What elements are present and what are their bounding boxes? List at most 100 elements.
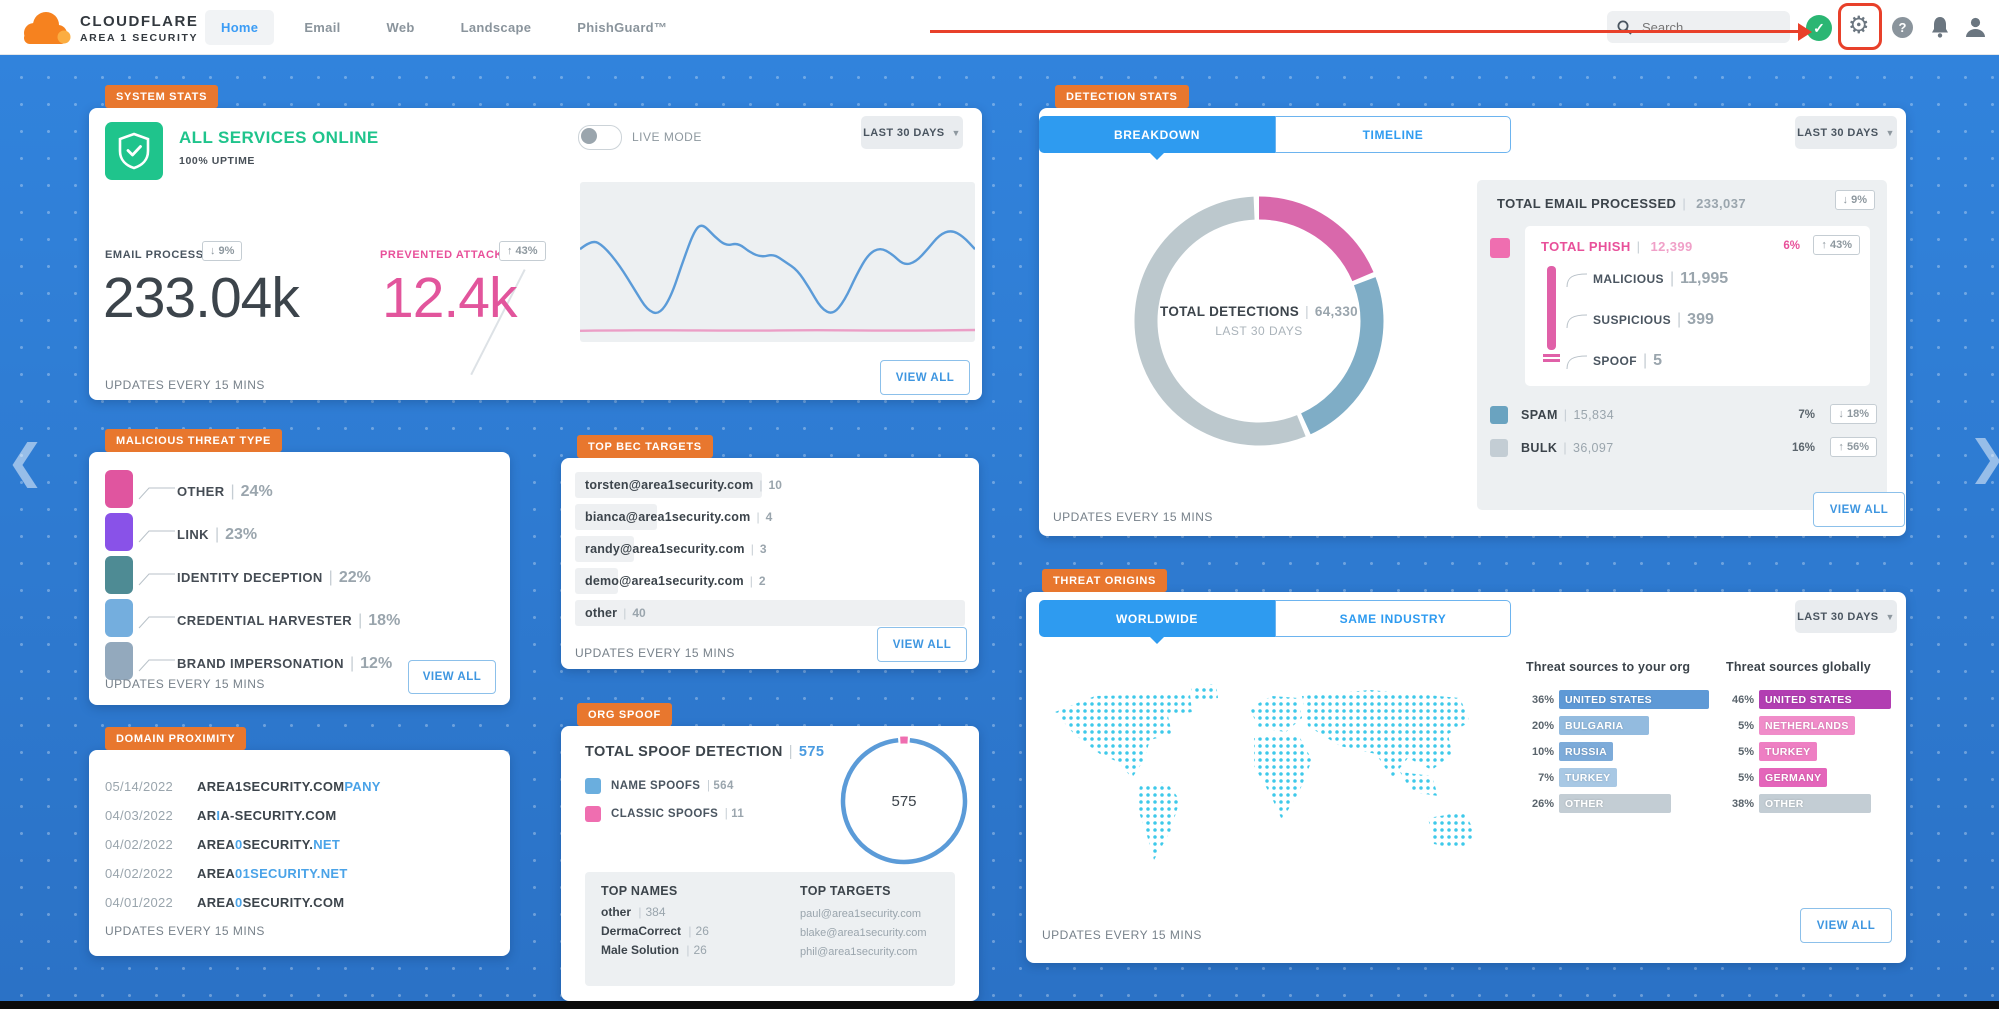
- prevented-attacks-label: PREVENTED ATTACKS: [380, 249, 512, 261]
- top-target-row: phil@area1security.com: [800, 946, 918, 958]
- origin-row: 7% TURKEY: [1522, 768, 1709, 787]
- email-processed-value: 233.04k: [103, 266, 300, 330]
- global-sources-rows: 46% UNITED STATES 5% NETHERLANDS 5% TURKEY 5% G…: [1722, 690, 1891, 813]
- world-dot-map: [1055, 684, 1476, 860]
- threat-origins-card: THREAT ORIGINS WORLDWIDE SAME INDUSTRY LA…: [1026, 569, 1906, 963]
- threat-origins-range-dropdown[interactable]: LAST 30 DAYS ▼: [1795, 600, 1897, 633]
- carousel-left-icon[interactable]: ❮: [6, 434, 45, 488]
- brand-name: CLOUDFLARE: [80, 13, 199, 30]
- top-targets-col: TOP TARGETS paul@area1security.com blake@…: [800, 884, 950, 965]
- services-status: ALL SERVICES ONLINE: [179, 128, 379, 147]
- top-target-row: paul@area1security.com: [800, 908, 922, 920]
- nav-items: Home Email Web Landscape PhishGuard™: [205, 0, 683, 54]
- bec-target-rows: torsten@area1security.com | 10 bianca@area1…: [575, 472, 965, 632]
- org-spoof-legend-row: CLASSIC SPOOFS | 11: [585, 806, 744, 822]
- bec-targets-card: TOP BEC TARGETS torsten@area1security.co…: [561, 435, 979, 669]
- org-spoof-detail-panel: TOP NAMES other | 384 DermaCorrect | 26 Male…: [585, 872, 955, 986]
- total-phish-swatch: [1490, 238, 1510, 258]
- live-mode-label: LIVE MODE: [632, 130, 702, 144]
- nav-item-home[interactable]: Home: [205, 9, 275, 45]
- annotation-arrow-line: [930, 30, 1802, 33]
- total-phish-delta-badge: ↑ 43%: [1813, 235, 1860, 255]
- bec-target-row: randy@area1security.com | 3: [575, 536, 965, 562]
- tab-same-industry[interactable]: SAME INDUSTRY: [1275, 600, 1511, 637]
- system-view-all-button[interactable]: VIEW ALL: [880, 360, 970, 395]
- phish-mini-dash: [1543, 354, 1560, 357]
- origin-row: 10% RUSSIA: [1522, 742, 1709, 761]
- nav-item-landscape[interactable]: Landscape: [460, 19, 532, 35]
- help-icon[interactable]: ?: [1892, 17, 1913, 38]
- nav-item-web[interactable]: Web: [386, 19, 415, 35]
- global-sources-header: Threat sources globally: [1726, 660, 1871, 674]
- threat-type-swatch: [105, 470, 133, 508]
- top-name-row: Male Solution | 26: [601, 943, 707, 957]
- threat-type-updates-note: UPDATES EVERY 15 MINS: [105, 677, 265, 691]
- email-processed-label: EMAIL PROCESSED: [105, 249, 221, 261]
- origin-row: 5% NETHERLANDS: [1722, 716, 1891, 735]
- org-spoof-card: ORG SPOOF TOTAL SPOOF DETECTION | 575 NAME…: [561, 703, 979, 1001]
- carousel-right-icon[interactable]: ❯: [1968, 430, 1999, 484]
- phish-subrow: MALICIOUS | 11,995: [1565, 258, 1728, 299]
- domain-row: 04/02/2022 AREA0SECURITY.NET: [105, 837, 341, 852]
- detection-range-dropdown[interactable]: LAST 30 DAYS ▼: [1795, 116, 1897, 149]
- threat-type-swatch: [105, 556, 133, 594]
- threat-type-view-all-button[interactable]: VIEW ALL: [408, 660, 496, 694]
- org-spoof-tag: ORG SPOOF: [577, 703, 672, 726]
- top-targets-header: TOP TARGETS: [800, 884, 891, 898]
- top-names-col: TOP NAMES other | 384 DermaCorrect | 26 Male…: [601, 884, 801, 962]
- system-stats-card: SYSTEM STATS ALL SERVICES ONLINE 100% UP…: [89, 85, 982, 400]
- detections-donut-center: TOTAL DETECTIONS | 64,330 LAST 30 DAYS: [1160, 304, 1358, 338]
- threat-type-tag: MALICIOUS THREAT TYPE: [105, 429, 283, 452]
- shield-check-icon: [105, 122, 163, 180]
- origin-row: 46% UNITED STATES: [1722, 690, 1891, 709]
- nav-item-phishguard[interactable]: PhishGuard™: [577, 19, 668, 35]
- system-range-dropdown[interactable]: LAST 30 DAYS ▼: [861, 116, 963, 149]
- org-sources-header: Threat sources to your org: [1526, 660, 1691, 674]
- prevented-attacks-delta-badge: ↑ 43%: [499, 241, 546, 261]
- bec-view-all-button[interactable]: VIEW ALL: [877, 627, 967, 662]
- threat-origins-tag: THREAT ORIGINS: [1042, 569, 1168, 592]
- gear-icon[interactable]: ⚙: [1848, 12, 1870, 39]
- domain-proximity-tag: DOMAIN PROXIMITY: [105, 727, 247, 750]
- org-spoof-legend: NAME SPOOFS | 564 CLASSIC SPOOFS | 11: [585, 778, 744, 834]
- live-mode-toggle[interactable]: [578, 125, 622, 150]
- origin-row: 20% BULGARIA: [1522, 716, 1709, 735]
- top-targets-rows: paul@area1security.com blake@area1securit…: [800, 905, 950, 958]
- system-stats-tag: SYSTEM STATS: [105, 85, 219, 108]
- bell-icon[interactable]: [1930, 16, 1950, 38]
- threat-type-swatch: [105, 599, 133, 637]
- tab-timeline[interactable]: TIMELINE: [1275, 116, 1511, 153]
- bec-targets-tag: TOP BEC TARGETS: [577, 435, 713, 458]
- user-avatar-icon[interactable]: [1964, 15, 1987, 38]
- total-email-delta-badge: ↓ 9%: [1834, 190, 1875, 210]
- brand-subtitle: AREA 1 SECURITY: [80, 32, 199, 44]
- total-phish-pct: 6%: [1783, 240, 1800, 252]
- system-updates-note: UPDATES EVERY 15 MINS: [105, 378, 265, 392]
- threat-type-card: MALICIOUS THREAT TYPE OTHER | 24% LINK | 23%…: [89, 429, 510, 705]
- phish-mini-dash: [1543, 359, 1560, 362]
- top-name-row: other | 384: [601, 905, 666, 919]
- threat-origins-updates-note: UPDATES EVERY 15 MINS: [1042, 928, 1202, 942]
- search-box[interactable]: [1607, 11, 1790, 43]
- total-phish-panel: TOTAL PHISH | 12,399 6% ↑ 43% MALICIOUS | 1…: [1525, 226, 1870, 386]
- annotation-highlight-box: [1838, 3, 1882, 50]
- threat-origins-view-all-button[interactable]: VIEW ALL: [1800, 908, 1892, 943]
- origin-row: 5% GERMANY: [1722, 768, 1891, 787]
- detections-donut-chart: [1134, 196, 1384, 446]
- domain-proximity-rows: 05/14/2022 AREA1SECURITY.COMPANY 04/03/202…: [105, 772, 495, 917]
- dashboard-background: ❮ ❯ SYSTEM STATS ALL SERVICES ONLINE 100…: [0, 54, 1999, 1001]
- org-spoof-title: TOTAL SPOOF DETECTION | 575: [585, 744, 825, 760]
- phish-subrow: SUSPICIOUS | 399: [1565, 299, 1728, 340]
- bec-target-row: torsten@area1security.com | 10: [575, 472, 965, 498]
- domain-row: 04/01/2022 AREA0SECURITY.COM: [105, 895, 345, 910]
- domain-proximity-card: DOMAIN PROXIMITY 05/14/2022 AREA1SECURITY…: [89, 727, 510, 956]
- tab-worldwide[interactable]: WORLDWIDE: [1039, 600, 1275, 644]
- detection-tabs: BREAKDOWN TIMELINE: [1039, 116, 1511, 160]
- origin-row: 36% UNITED STATES: [1522, 690, 1709, 709]
- nav-item-email[interactable]: Email: [304, 19, 341, 35]
- detection-stats-card: DETECTION STATS BREAKDOWN TIMELINE LAST 3…: [1039, 85, 1906, 536]
- threat-type-swatch: [105, 642, 133, 680]
- detection-view-all-button[interactable]: VIEW ALL: [1813, 492, 1905, 527]
- tab-breakdown[interactable]: BREAKDOWN: [1039, 116, 1275, 160]
- bec-target-row: bianca@area1security.com | 4: [575, 504, 965, 530]
